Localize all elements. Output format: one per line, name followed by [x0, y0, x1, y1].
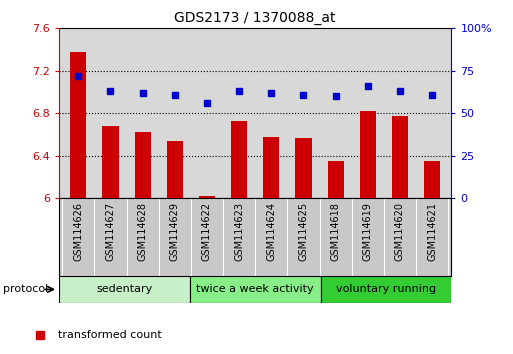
Bar [263, 137, 280, 198]
Bar [199, 196, 215, 198]
Text: transformed count: transformed count [58, 330, 162, 340]
Text: GSM114621: GSM114621 [427, 202, 437, 261]
Text: GSM114620: GSM114620 [395, 202, 405, 261]
Text: GSM114629: GSM114629 [170, 202, 180, 261]
Text: voluntary running: voluntary running [336, 284, 436, 295]
Bar [59, 276, 190, 303]
Text: GSM114619: GSM114619 [363, 202, 373, 261]
Bar [70, 52, 86, 198]
Text: GSM114628: GSM114628 [137, 202, 148, 261]
Text: GSM114624: GSM114624 [266, 202, 277, 261]
Text: GSM114625: GSM114625 [299, 202, 308, 261]
Bar [103, 126, 119, 198]
Text: GSM114623: GSM114623 [234, 202, 244, 261]
Bar [167, 141, 183, 198]
Bar [321, 276, 451, 303]
Text: protocol: protocol [3, 284, 48, 295]
Title: GDS2173 / 1370088_at: GDS2173 / 1370088_at [174, 11, 336, 24]
Text: twice a week activity: twice a week activity [196, 284, 314, 295]
Bar [424, 161, 440, 198]
Text: GSM114622: GSM114622 [202, 202, 212, 261]
Bar [328, 161, 344, 198]
Bar [231, 121, 247, 198]
Text: GSM114627: GSM114627 [106, 202, 115, 261]
Bar [134, 132, 151, 198]
Bar [295, 138, 311, 198]
Bar [190, 276, 321, 303]
Text: sedentary: sedentary [96, 284, 152, 295]
Bar [360, 111, 376, 198]
Text: GSM114618: GSM114618 [331, 202, 341, 261]
Bar [392, 116, 408, 198]
Text: GSM114626: GSM114626 [73, 202, 83, 261]
